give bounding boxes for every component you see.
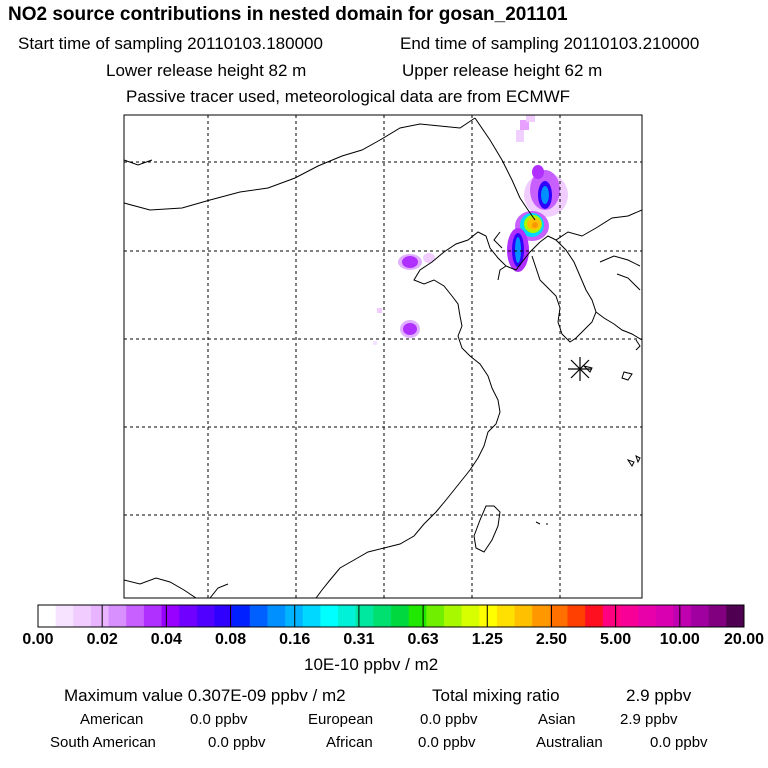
- colorbar-cell: [55, 605, 74, 627]
- colorbar-cell: [90, 605, 110, 627]
- start-time-label: Start time of sampling 20110103.180000: [18, 34, 323, 53]
- colorbar-cell: [285, 605, 304, 627]
- colorbar-tick-label: 0.08: [214, 631, 247, 648]
- region-label: Australian: [536, 734, 603, 751]
- colorbar-cell: [461, 605, 480, 627]
- plume-cell: [532, 165, 544, 179]
- colorbar-cell: [620, 605, 639, 627]
- colorbar-cell: [638, 605, 657, 627]
- colorbar-cell: [161, 605, 180, 627]
- map-frame: [123, 114, 643, 599]
- receptor-star-icon: [568, 357, 592, 381]
- colorbar-tick-label: 0.16: [279, 631, 311, 648]
- colorbar-cell: [691, 605, 710, 627]
- plume-cell: [515, 237, 521, 263]
- region-label: American: [80, 711, 144, 728]
- end-time-label: End time of sampling 20110103.210000: [400, 34, 700, 53]
- region-value: 0.0 ppbv: [420, 711, 478, 728]
- max-value-label: Maximum value 0.307E-09 ppbv / m2: [64, 686, 346, 705]
- colorbar-cell: [267, 605, 286, 627]
- page-title: NO2 source contributions in nested domai…: [8, 4, 568, 25]
- plume-cell: [541, 186, 549, 204]
- colorbar: [37, 604, 745, 628]
- colorbar-cell: [391, 605, 410, 627]
- colorbar-cell: [302, 605, 321, 627]
- tracer-note: Passive tracer used, meteorological data…: [126, 87, 571, 106]
- plume-cell: [377, 308, 382, 313]
- total-mixing-label: Total mixing ratio: [432, 686, 560, 705]
- total-mixing-value: 2.9 ppbv: [626, 686, 692, 705]
- colorbar-cell: [567, 605, 586, 627]
- colorbar-cell: [602, 605, 621, 627]
- colorbar-tick-label: 0.00: [22, 631, 54, 648]
- region-value: 0.0 ppbv: [650, 734, 708, 751]
- colorbar-cell: [426, 605, 445, 627]
- colorbar-cell: [179, 605, 198, 627]
- colorbar-cell: [373, 605, 392, 627]
- colorbar-cell: [408, 605, 427, 627]
- colorbar-cell: [38, 605, 57, 627]
- plume-cell: [526, 115, 535, 122]
- colorbar-units: 10E-10 ppbv / m2: [304, 655, 439, 674]
- colorbar-cell: [126, 605, 145, 627]
- colorbar-frame: [37, 604, 745, 628]
- colorbar-cell: [320, 605, 339, 627]
- region-value: 2.9 ppbv: [620, 711, 678, 728]
- region-label: Asian: [538, 711, 576, 728]
- plume-cell: [403, 323, 417, 335]
- colorbar-cell: [249, 605, 268, 627]
- colorbar-cell: [196, 605, 215, 627]
- region-label: African: [326, 734, 373, 751]
- colorbar-tick-label: 20.00: [723, 631, 765, 648]
- plume-cell: [423, 253, 435, 263]
- lower-release-label: Lower release height 82 m: [106, 61, 307, 80]
- colorbar-tick-label: 5.00: [600, 631, 632, 648]
- colorbar-tick-label: 1.25: [471, 631, 503, 648]
- region-label: South American: [50, 734, 156, 751]
- colorbar-tick-label: 0.63: [407, 631, 439, 648]
- region-label: European: [308, 711, 374, 728]
- colorbar-cell: [673, 605, 692, 627]
- colorbar-cell: [108, 605, 127, 627]
- colorbar-cell: [479, 605, 498, 627]
- region-value: 0.0 ppbv: [190, 711, 248, 728]
- colorbar-tick-label: 0.04: [150, 631, 182, 648]
- colorbar-cell: [338, 605, 357, 627]
- colorbar-cell: [355, 605, 374, 627]
- colorbar-cell: [73, 605, 92, 627]
- colorbar-cell: [232, 605, 251, 627]
- colorbar-cell: [496, 605, 516, 627]
- colorbar-cell: [549, 605, 568, 627]
- colorbar-cell: [726, 605, 745, 627]
- colorbar-tick-label: 10.00: [659, 631, 700, 648]
- plume-cell: [373, 341, 377, 345]
- graticule: [124, 115, 642, 598]
- colorbar-tick-label: 2.50: [535, 631, 568, 648]
- colorbar-cell: [143, 605, 163, 627]
- coastlines: [124, 117, 642, 598]
- colorbar-cell: [443, 605, 463, 627]
- plume-layer: [373, 115, 568, 345]
- plume-cell: [532, 222, 538, 228]
- region-value: 0.0 ppbv: [208, 734, 266, 751]
- colorbar-cell: [585, 605, 604, 627]
- colorbar-cell: [532, 605, 551, 627]
- colorbar-cell: [655, 605, 674, 627]
- colorbar-cell: [708, 605, 727, 627]
- plume-cell: [516, 130, 524, 142]
- colorbar-tick-label: 0.02: [86, 631, 118, 648]
- colorbar-tick-label: 0.31: [343, 631, 375, 648]
- plume-cell: [520, 120, 529, 130]
- region-value: 0.0 ppbv: [418, 734, 476, 751]
- colorbar-cell: [214, 605, 233, 627]
- upper-release-label: Upper release height 62 m: [402, 61, 603, 80]
- plume-cell: [402, 256, 418, 268]
- colorbar-cell: [514, 605, 533, 627]
